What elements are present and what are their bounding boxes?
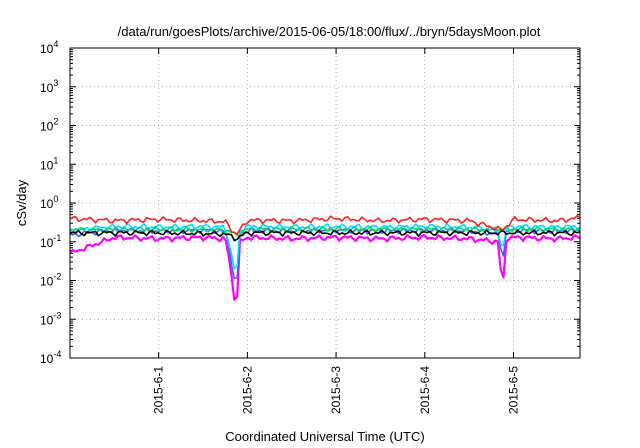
x-axis-label: Coordinated Universal Time (UTC) [225, 429, 424, 444]
y-tick-label: 10-3 [40, 310, 61, 327]
chart-title: /data/run/goesPlots/archive/2015-06-05/1… [118, 24, 541, 39]
y-tick-label: 10-1 [40, 233, 61, 250]
grid [70, 48, 580, 358]
y-tick-label-base: 10 [40, 236, 54, 250]
x-tick-label: 2015-6-3 [329, 366, 343, 414]
y-tick-label: 101 [40, 155, 58, 172]
series-line [70, 215, 580, 235]
y-tick-label-base: 10 [40, 81, 54, 95]
series-line [70, 229, 580, 242]
y-axis-label: cSv/day [14, 179, 29, 226]
y-tick-label-exponent: -4 [53, 349, 61, 359]
y-tick-label-base: 10 [40, 42, 54, 56]
x-tick-label: 2015-6-1 [152, 366, 166, 414]
y-tick-label-exponent: -1 [53, 233, 61, 243]
y-tick-label: 103 [40, 78, 58, 95]
series-line [70, 223, 580, 270]
y-tick-label: 10-4 [40, 349, 61, 366]
series-line [70, 225, 580, 237]
y-tick-label-exponent: 2 [53, 117, 58, 127]
y-tick-label-exponent: 0 [53, 194, 58, 204]
y-tick-label-exponent: 3 [53, 78, 58, 88]
y-tick-label-base: 10 [40, 158, 54, 172]
series-layer [70, 215, 580, 301]
y-tick-label-exponent: 1 [53, 155, 58, 165]
y-tick-label-exponent: -2 [53, 272, 61, 282]
y-tick-label: 100 [40, 194, 58, 211]
y-tick-label: 10-2 [40, 272, 61, 289]
y-tick-label-base: 10 [40, 197, 54, 211]
y-tick-label-exponent: -3 [53, 310, 61, 320]
series-line [70, 233, 580, 301]
x-tick-label: 2015-6-4 [418, 366, 432, 414]
y-tick-label-base: 10 [40, 352, 54, 366]
y-tick-label: 104 [40, 39, 58, 56]
y-tick-label: 102 [40, 117, 58, 134]
y-tick-label-base: 10 [40, 275, 54, 289]
y-tick-label-base: 10 [40, 313, 54, 327]
x-tick-label: 2015-6-2 [240, 366, 254, 414]
y-tick-label-exponent: 4 [53, 39, 58, 49]
x-tick-label: 2015-6-5 [506, 366, 520, 414]
y-tick-label-base: 10 [40, 120, 54, 134]
x-axis-ticks: 2015-6-1 2015-6-2 2015-6-3 2015-6-4 2015-6-5 [152, 48, 520, 414]
plot-frame [69, 47, 581, 359]
